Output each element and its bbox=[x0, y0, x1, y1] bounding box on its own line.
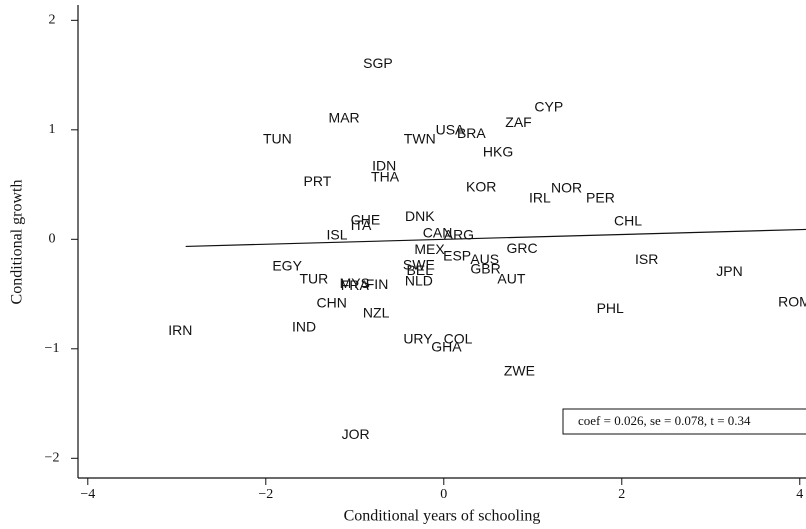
country-point: EGY bbox=[272, 257, 302, 273]
country-point: BRA bbox=[457, 125, 486, 141]
country-point: GRC bbox=[507, 240, 538, 256]
country-point: MYS bbox=[340, 275, 370, 291]
country-point: KOR bbox=[466, 179, 496, 195]
country-point: TUN bbox=[263, 130, 292, 146]
country-point: ISR bbox=[635, 251, 658, 267]
country-point: TUR bbox=[299, 271, 328, 287]
country-point: IRL bbox=[529, 190, 551, 206]
country-point: THA bbox=[371, 169, 400, 185]
country-point: JPN bbox=[716, 263, 742, 279]
y-tick-label: −2 bbox=[45, 451, 60, 466]
country-point: PER bbox=[586, 190, 615, 206]
country-point: COL bbox=[444, 331, 473, 347]
y-tick-label: −1 bbox=[45, 341, 60, 356]
country-point: PHL bbox=[597, 300, 624, 316]
country-point: ROM bbox=[778, 294, 806, 310]
country-point: URY bbox=[403, 331, 433, 347]
country-point: NLD bbox=[405, 273, 433, 289]
country-point: HKG bbox=[483, 144, 513, 160]
country-point: CHL bbox=[614, 212, 642, 228]
annotation-box bbox=[562, 408, 806, 435]
country-point: GHA bbox=[431, 338, 462, 354]
country-point: IND bbox=[292, 319, 316, 335]
country-point: ISL bbox=[326, 227, 347, 243]
country-point: BEL bbox=[407, 262, 434, 278]
country-point: FIN bbox=[366, 276, 389, 292]
country-point: CHE bbox=[351, 211, 381, 227]
x-axis-label: Conditional years of schooling bbox=[344, 508, 541, 525]
y-tick-label: 1 bbox=[49, 122, 56, 137]
y-axis-label: Conditional growth bbox=[9, 180, 26, 305]
country-point: DNK bbox=[405, 208, 435, 224]
country-point: ZWE bbox=[504, 362, 535, 378]
country-point: GBR bbox=[470, 261, 500, 277]
country-point: ZAF bbox=[505, 114, 531, 130]
country-point: SGP bbox=[363, 55, 393, 71]
x-tick-label: −2 bbox=[258, 487, 273, 502]
country-point: ITA bbox=[351, 217, 372, 233]
annotation: coef = 0.026, se = 0.078, t = 0.34 bbox=[578, 413, 751, 428]
country-point: TWN bbox=[404, 130, 436, 146]
country-point: CYP bbox=[534, 99, 563, 115]
country-point: ESP bbox=[443, 248, 471, 264]
country-point: CHN bbox=[316, 295, 346, 311]
country-point: NZL bbox=[363, 304, 390, 320]
country-point: AUT bbox=[497, 271, 525, 287]
country-point: SWE bbox=[403, 256, 435, 272]
country-point: MEX bbox=[414, 241, 445, 257]
country-point: AUS bbox=[470, 251, 499, 267]
country-point: NOR bbox=[551, 180, 582, 196]
y-tick-label: 2 bbox=[49, 13, 56, 28]
country-point: IDN bbox=[372, 158, 396, 174]
country-point: PRT bbox=[304, 173, 332, 189]
country-point: CAN bbox=[423, 225, 453, 241]
x-tick-label: 4 bbox=[796, 487, 803, 502]
x-tick-label: 0 bbox=[440, 487, 447, 502]
x-tick-label: 2 bbox=[618, 487, 625, 502]
country-point: MAR bbox=[329, 110, 360, 126]
country-point: FRA bbox=[341, 277, 370, 293]
country-point: IRN bbox=[168, 322, 192, 338]
country-point: USA bbox=[436, 122, 465, 138]
x-tick-label: −4 bbox=[80, 487, 95, 502]
country-point: ARG bbox=[444, 227, 474, 243]
fit-line bbox=[185, 228, 806, 248]
country-point: JOR bbox=[342, 426, 370, 442]
y-tick-label: 0 bbox=[49, 232, 56, 247]
